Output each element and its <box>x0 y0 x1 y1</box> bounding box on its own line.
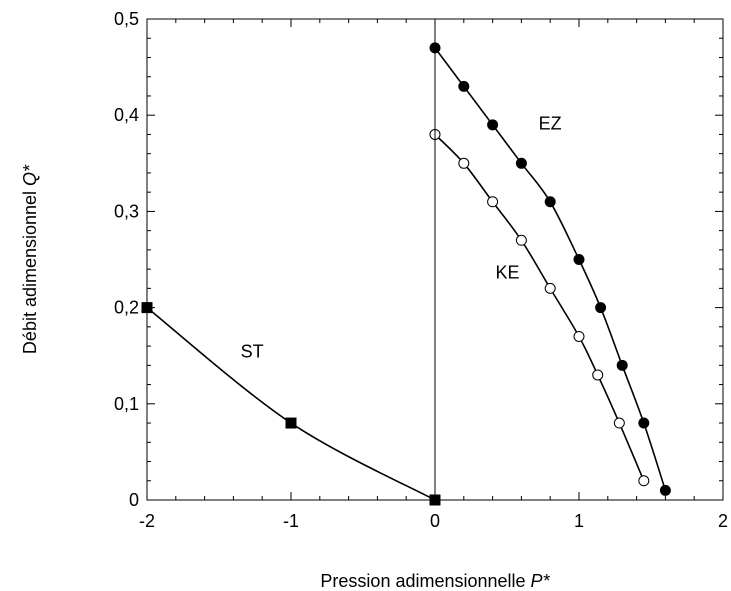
series-markers <box>141 42 671 506</box>
y-axis-title: Débit adimensionnel Q* <box>20 164 40 354</box>
series-ez-line <box>434 47 667 491</box>
series-ez-point <box>616 359 628 371</box>
series-ez-point <box>458 80 470 92</box>
series-ez-point <box>573 254 585 265</box>
x-axis-variable: P* <box>531 571 551 591</box>
series-curves <box>146 47 667 501</box>
x-tick-label: -2 <box>139 511 155 531</box>
series-st-line <box>146 306 436 501</box>
series-ez-point <box>595 302 607 314</box>
y-tick-label: 0,3 <box>114 201 139 221</box>
series-ke-point <box>515 234 527 246</box>
series-ez-point <box>544 196 556 208</box>
series-ke-point <box>613 417 625 429</box>
series-ez-label: EZ <box>539 114 562 134</box>
series-st-label: ST <box>241 342 264 362</box>
series-ke-label: KE <box>495 263 519 283</box>
x-tick-label: -1 <box>283 511 299 531</box>
series-ke-point <box>458 157 470 169</box>
x-tick-label: 1 <box>574 511 584 531</box>
x-axis-title: Pression adimensionnelle P* <box>320 571 550 591</box>
series-ke-point <box>487 196 499 208</box>
series-labels: EZ KE ST <box>241 114 562 362</box>
y-tick-label: 0,4 <box>114 105 139 125</box>
axes: -2 -1 0 1 2 0 0,1 0,2 0,3 0,4 0,5 <box>114 9 728 531</box>
x-tick-label: 2 <box>718 511 728 531</box>
series-ez-point <box>515 157 527 169</box>
y-tick-label: 0,1 <box>114 394 139 414</box>
series-ke-point <box>592 369 604 381</box>
series-ke-point <box>544 282 556 294</box>
series-ez-point <box>638 417 650 429</box>
y-axis-variable: Q* <box>20 164 40 186</box>
series-ke-point <box>573 330 585 342</box>
series-ke-point <box>638 475 650 487</box>
x-tick-label: 0 <box>430 511 440 531</box>
series-ez-point <box>487 119 499 131</box>
series-ez-point <box>659 484 671 496</box>
y-tick-label: 0,2 <box>114 298 139 318</box>
series-st-point <box>285 417 297 429</box>
y-tick-label: 0,5 <box>114 9 139 29</box>
y-tick-label: 0 <box>129 490 139 510</box>
